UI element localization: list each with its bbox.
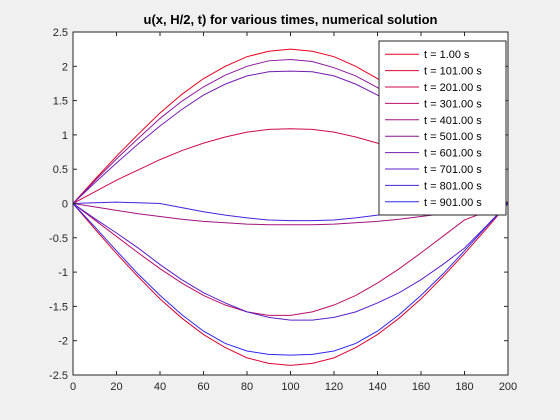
x-tick-label: 140 — [368, 381, 386, 393]
y-tick-label: -1.5 — [49, 301, 68, 313]
legend-box — [378, 40, 507, 216]
y-tick-label: 2.5 — [53, 27, 68, 39]
x-tick-label: 20 — [110, 381, 122, 393]
y-tick-label: 0 — [62, 199, 68, 211]
axes-layer: 0 20 40 60 80 100 120 140 160 180 200-2.5-2-1.5-1-… — [49, 27, 517, 393]
series-line-4 — [72, 203, 509, 316]
legend-label-1: t = 1.00 s — [424, 49, 470, 61]
y-tick-label: 0.5 — [53, 164, 68, 176]
y-tick-label: -0.5 — [49, 233, 68, 245]
series-line-10 — [72, 203, 509, 356]
series-line-8 — [72, 203, 509, 321]
x-tick-label: 60 — [197, 381, 209, 393]
legend-label-10: t = 901.00 s — [424, 197, 482, 209]
y-tick-label: -1 — [58, 267, 68, 279]
y-tick-label: -2.5 — [49, 370, 68, 382]
legend-label-8: t = 701.00 s — [424, 164, 482, 176]
x-tick-label: 200 — [499, 381, 517, 393]
y-tick-label: 1 — [62, 130, 68, 142]
y-tick-label: 2 — [62, 61, 68, 73]
legend-label-4: t = 301.00 s — [424, 98, 482, 110]
x-tick-label: 0 — [70, 381, 76, 393]
x-tick-label: 80 — [241, 381, 253, 393]
legend-label-7: t = 601.00 s — [424, 148, 482, 160]
y-tick-label: 1.5 — [53, 96, 68, 108]
x-tick-label: 160 — [412, 381, 430, 393]
series-line-2 — [72, 203, 509, 366]
legend-label-5: t = 401.00 s — [424, 115, 482, 127]
legend-label-3: t = 201.00 s — [424, 82, 482, 94]
legend-label-2: t = 101.00 s — [424, 66, 482, 78]
legend-label-9: t = 801.00 s — [424, 180, 482, 192]
x-tick-label: 40 — [154, 381, 166, 393]
x-tick-label: 100 — [281, 381, 299, 393]
legend-label-6: t = 501.00 s — [424, 131, 482, 143]
chart-title: u(x, H/2, t) for various times, numerica… — [144, 12, 438, 27]
legend: t = 1.00 s t = 101.00 s t = 201.00 s t = 30… — [378, 40, 507, 216]
x-tick-label: 120 — [325, 381, 343, 393]
y-tick-label: -2 — [58, 336, 68, 348]
x-tick-label: 180 — [455, 381, 473, 393]
